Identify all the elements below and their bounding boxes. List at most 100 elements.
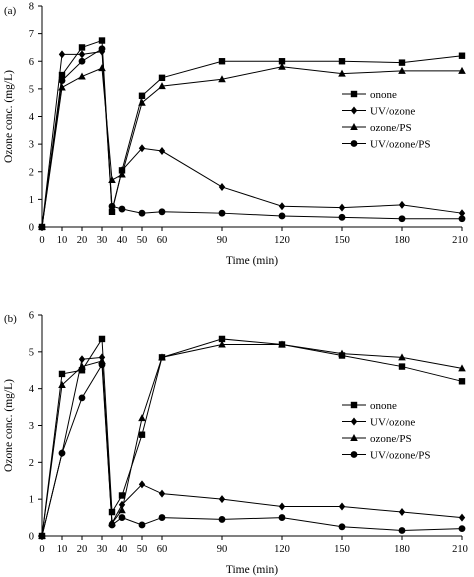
legend-label: UV/ozone/PS bbox=[370, 450, 431, 462]
legend-item-onone: onone bbox=[342, 400, 397, 412]
x-tick-label: 10 bbox=[57, 544, 68, 555]
data-point bbox=[338, 58, 346, 65]
data-point bbox=[458, 52, 466, 59]
y-tick-label: 6 bbox=[29, 57, 34, 68]
data-point bbox=[78, 367, 86, 374]
data-point bbox=[218, 495, 226, 504]
y-tick-label: 1 bbox=[29, 195, 34, 206]
data-point bbox=[458, 66, 466, 74]
data-point bbox=[398, 66, 406, 74]
x-tick-label: 90 bbox=[217, 544, 228, 555]
data-point bbox=[218, 335, 226, 343]
data-point bbox=[78, 72, 86, 80]
series-uv-ozone-ps bbox=[38, 45, 466, 231]
data-point bbox=[458, 513, 466, 522]
data-point bbox=[278, 62, 286, 70]
data-point bbox=[218, 516, 226, 523]
y-tick-label: 7 bbox=[29, 29, 34, 40]
data-point bbox=[108, 202, 116, 210]
y-tick-label: 5 bbox=[29, 347, 34, 358]
y-tick-label: 4 bbox=[29, 384, 35, 395]
data-point bbox=[398, 508, 406, 517]
y-tick-label: 1 bbox=[29, 495, 34, 506]
data-point bbox=[38, 532, 46, 540]
data-point bbox=[458, 215, 466, 223]
x-axis-label: Time (min) bbox=[226, 564, 278, 576]
data-point bbox=[58, 380, 66, 388]
data-point bbox=[78, 394, 86, 402]
chart-panel-a: (a) 0 1 2 3 4 5 6 7 8 0 10 20 30 40 50 60 90 120 150 180 210 T… bbox=[3, 2, 468, 268]
data-point bbox=[338, 213, 346, 221]
panel-label: (b) bbox=[4, 313, 17, 325]
x-tick-label: 210 bbox=[452, 235, 468, 246]
data-point bbox=[218, 58, 226, 65]
y-tick-label: 6 bbox=[29, 311, 34, 322]
data-point bbox=[78, 355, 86, 364]
data-point bbox=[338, 502, 346, 511]
data-point bbox=[278, 514, 286, 521]
data-point bbox=[58, 370, 66, 378]
data-point bbox=[38, 223, 46, 231]
data-point bbox=[158, 353, 166, 361]
data-point bbox=[138, 414, 146, 422]
data-point bbox=[278, 212, 286, 220]
data-point bbox=[98, 64, 106, 72]
data-point bbox=[158, 74, 166, 82]
data-point bbox=[138, 144, 146, 153]
data-point bbox=[398, 200, 406, 209]
legend-item-uv-ozone-ps: UV/ozone/PS bbox=[342, 139, 431, 151]
y-tick-label: 2 bbox=[29, 458, 34, 469]
x-tick-label: 0 bbox=[39, 235, 44, 246]
data-point bbox=[138, 92, 146, 99]
y-tick-label: 2 bbox=[29, 167, 34, 178]
data-point bbox=[118, 205, 126, 213]
x-tick-label: 120 bbox=[274, 544, 290, 555]
data-point bbox=[108, 176, 116, 184]
x-tick-label: 0 bbox=[39, 544, 44, 555]
data-point bbox=[398, 363, 406, 370]
x-tick-label: 120 bbox=[274, 235, 290, 246]
legend-marker bbox=[350, 123, 358, 130]
x-tick-label: 40 bbox=[117, 235, 128, 246]
data-point bbox=[138, 98, 146, 106]
data-point bbox=[338, 349, 346, 357]
y-tick-label: 5 bbox=[29, 84, 34, 95]
data-point bbox=[78, 57, 86, 65]
data-point bbox=[58, 77, 66, 84]
x-tick-label: 150 bbox=[334, 235, 350, 246]
legend-item-onone: onone bbox=[342, 89, 397, 101]
data-point bbox=[118, 492, 126, 499]
data-point bbox=[218, 340, 226, 348]
legend-item-ozone-ps: ozone/PS bbox=[342, 433, 412, 445]
legend-label: ozone/PS bbox=[370, 433, 412, 445]
data-point bbox=[158, 489, 166, 498]
x-tick-label: 40 bbox=[117, 544, 128, 555]
x-tick-label: 180 bbox=[394, 544, 410, 555]
x-tick-label: 50 bbox=[137, 235, 148, 246]
data-point bbox=[278, 202, 286, 211]
data-point bbox=[98, 335, 106, 343]
data-point bbox=[138, 431, 146, 438]
data-point bbox=[108, 508, 116, 516]
data-point bbox=[398, 353, 406, 361]
y-axis-label: Ozone conc. (mg/L) bbox=[3, 379, 15, 472]
data-point bbox=[278, 340, 286, 348]
legend-marker bbox=[350, 90, 358, 98]
x-tick-label: 90 bbox=[217, 235, 228, 246]
data-point bbox=[78, 50, 86, 59]
legend-label: UV/ozone bbox=[370, 106, 415, 118]
legend-marker bbox=[350, 106, 358, 115]
legend: onone UV/ozone ozone/PS UV/ozone/PS bbox=[342, 400, 431, 462]
data-point bbox=[278, 502, 286, 511]
y-tick-label: 0 bbox=[29, 532, 34, 543]
legend-marker bbox=[350, 451, 358, 458]
legend-marker bbox=[350, 417, 358, 426]
y-tick-label: 3 bbox=[29, 140, 34, 151]
data-point bbox=[218, 182, 226, 191]
data-point bbox=[458, 525, 466, 533]
series-uv-ozone bbox=[38, 353, 466, 540]
series-ozone-ps bbox=[38, 340, 466, 539]
legend-label: onone bbox=[370, 400, 397, 412]
